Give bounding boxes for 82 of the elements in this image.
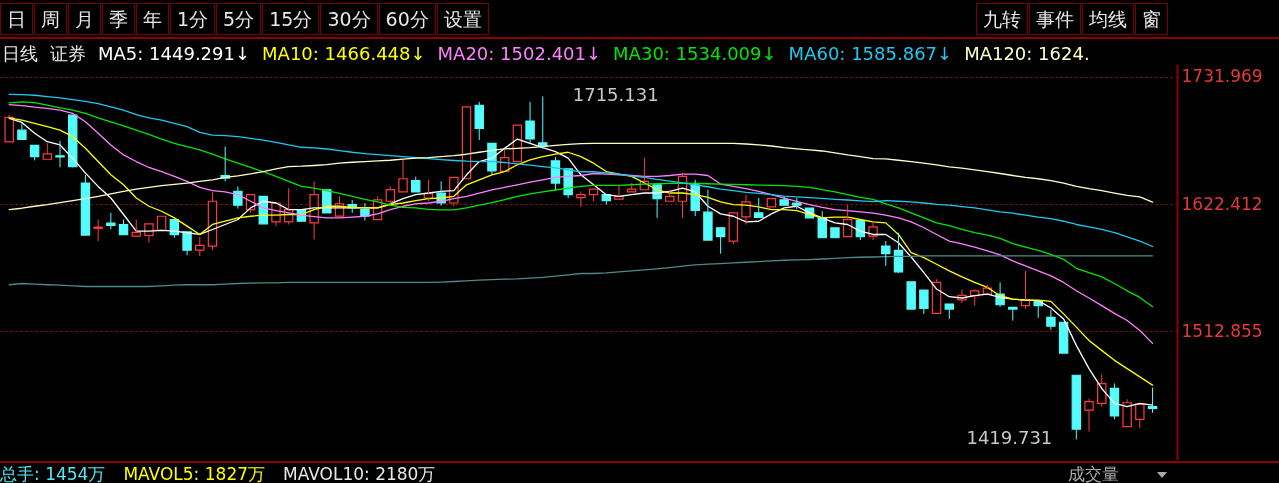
chart-title: 日线: [2, 43, 38, 64]
candlestick: [1046, 309, 1056, 331]
text: MAVOL10: 2180万: [283, 464, 436, 483]
candlestick: [1058, 321, 1069, 354]
text: 总手: 1454万: [0, 464, 106, 483]
annotation: 1715.131: [572, 84, 659, 106]
candlestick: [779, 195, 789, 206]
candlestick: [741, 194, 751, 225]
candlestick: [893, 232, 904, 273]
text: 5分: [216, 2, 262, 35]
text: 设置: [436, 2, 489, 35]
candlestick: [80, 174, 91, 236]
candlestick: [931, 278, 942, 314]
candlestick: [1097, 373, 1107, 408]
candlestick: [1135, 403, 1145, 429]
candlestick: [944, 303, 955, 320]
candlestick: [766, 198, 777, 208]
candlestick: [817, 210, 827, 239]
candlestick: [1084, 397, 1094, 433]
candlestick: [398, 159, 408, 193]
candlestick: [919, 289, 929, 315]
text: 日: [0, 2, 33, 35]
candlestick: [626, 182, 637, 193]
candlestick: [868, 220, 878, 241]
candlestick: [728, 212, 739, 245]
text: MAVOL5: 1827万: [123, 464, 266, 483]
candlestick: [360, 202, 370, 222]
text: 事件: [1029, 3, 1081, 35]
text: 周: [34, 2, 67, 35]
candlestick: [830, 227, 840, 239]
text: 九转: [976, 3, 1028, 35]
text: MA20: 1502.401↓: [437, 43, 602, 64]
candlestick: [182, 231, 192, 256]
text: 30分: [320, 2, 378, 35]
chart-subtitle: 证券: [50, 43, 86, 64]
candlestick: [385, 185, 396, 206]
text: MA10: 1466.448↓: [262, 43, 426, 64]
text: MA60: 1585.867↓: [788, 43, 953, 64]
y-tick-label: 1731.969: [1181, 66, 1263, 87]
text: 1分: [170, 2, 216, 35]
candlestick: [17, 122, 27, 141]
candlestick: [703, 189, 713, 241]
text: 15分: [262, 2, 320, 35]
text: 60分: [378, 2, 436, 35]
candlestick: [4, 114, 14, 143]
candlestick: [715, 227, 726, 255]
line-series: [8, 142, 1154, 211]
candlestick: [474, 101, 484, 141]
candlestick: [792, 197, 802, 210]
text: MA30: 1534.009↓: [613, 43, 777, 64]
candlestick: [1071, 374, 1082, 440]
candlestick: [512, 124, 523, 163]
text: MA5: 1449.291↓: [98, 43, 251, 64]
candlestick: [576, 190, 586, 208]
candlestick: [754, 197, 764, 218]
candlestick: [106, 212, 116, 230]
candlestick: [195, 236, 205, 257]
text: 成交量: [1068, 464, 1119, 483]
text: 季: [102, 2, 135, 35]
candlestick: [1122, 398, 1132, 428]
y-tick-label: 1622.412: [1181, 193, 1263, 214]
candlestick: [1147, 387, 1158, 414]
text: 均线: [1082, 3, 1134, 35]
candlestick: [906, 281, 916, 310]
text: 月: [68, 2, 101, 35]
y-tick-label: 1512.855: [1181, 320, 1263, 341]
text: 年: [136, 2, 169, 35]
candlestick: [461, 106, 472, 180]
text: 窗: [1135, 3, 1168, 35]
candlestick: [233, 185, 243, 210]
line-series: [8, 101, 1154, 308]
candlestick: [42, 142, 53, 160]
candlestick: [131, 219, 141, 237]
annotation: 1419.731: [966, 427, 1053, 449]
candlestick: [525, 101, 535, 144]
candlestick: [881, 240, 891, 267]
candlestick: [55, 140, 65, 168]
text: MA120: 1624.: [964, 43, 1090, 64]
candlestick: [1008, 306, 1018, 322]
candlestick: [1109, 382, 1120, 420]
line-series: [8, 103, 1154, 345]
candlestick: [538, 95, 548, 150]
